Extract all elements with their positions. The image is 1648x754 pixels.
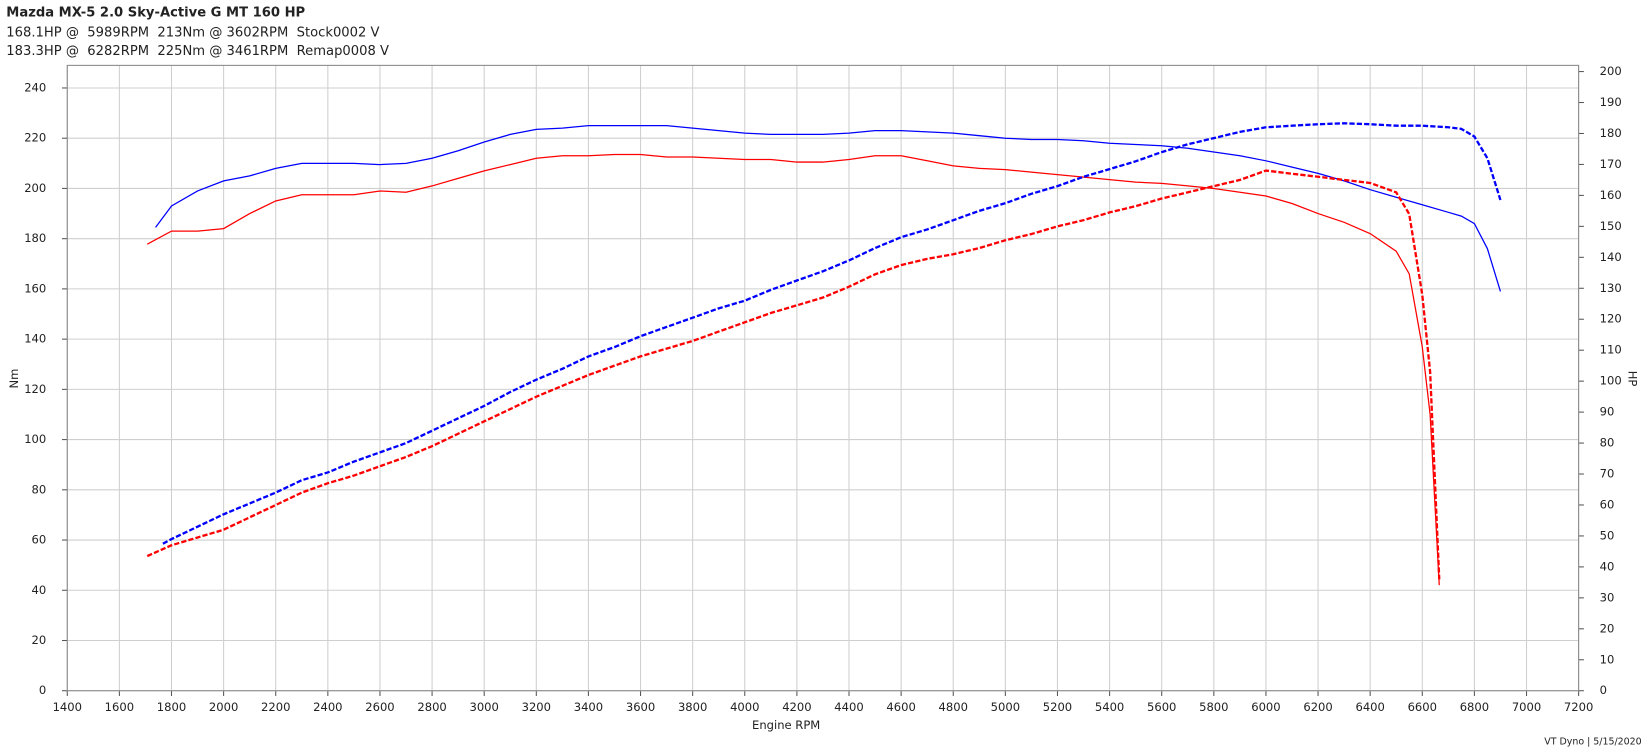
- x-tick-label: 7000: [1512, 700, 1541, 714]
- y2-tick-label: 90: [1600, 405, 1615, 419]
- x-tick-label: 5200: [1043, 700, 1072, 714]
- y-tick-label: 240: [24, 80, 46, 94]
- y2-tick-label: 120: [1600, 312, 1622, 326]
- y2-tick-label: 80: [1600, 436, 1615, 450]
- y-tick-label: 200: [24, 181, 46, 195]
- x-tick-label: 5600: [1147, 700, 1176, 714]
- x-tick-label: 1400: [53, 700, 82, 714]
- y2-tick-label: 10: [1600, 652, 1615, 666]
- x-tick-label: 2400: [313, 700, 342, 714]
- y-tick-label: 80: [32, 482, 47, 496]
- subtitle: 183.3HP @ 6282RPM 225Nm @ 3461RPM Remap0…: [6, 44, 389, 59]
- x-tick-label: 6000: [1251, 700, 1280, 714]
- y2-tick-label: 0: [1600, 683, 1607, 697]
- y2-tick-label: 130: [1600, 281, 1622, 295]
- x-tick-label: 5400: [1095, 700, 1124, 714]
- y2-tick-label: 180: [1600, 126, 1622, 140]
- series-line: [162, 122, 1502, 545]
- y2-tick-label: 100: [1600, 374, 1622, 388]
- y2-tick-label: 160: [1600, 188, 1622, 202]
- y-tick-label: 40: [32, 583, 47, 597]
- y2-tick-label: 170: [1600, 157, 1622, 171]
- x-tick-label: 5000: [991, 700, 1020, 714]
- y2-axis-label: HP: [1626, 371, 1640, 387]
- y2-tick-label: 110: [1600, 343, 1622, 357]
- y2-tick-label: 60: [1600, 497, 1615, 511]
- y-tick-label: 120: [24, 382, 46, 396]
- x-tick-label: 4400: [834, 700, 863, 714]
- y2-tick-label: 200: [1600, 64, 1622, 78]
- y-tick-label: 160: [24, 281, 46, 295]
- x-tick-label: 4200: [782, 700, 811, 714]
- y-axis-label: Nm: [7, 369, 21, 389]
- y2-tick-label: 150: [1600, 219, 1622, 233]
- x-tick-label: 3200: [522, 700, 551, 714]
- y2-tick-label: 40: [1600, 559, 1615, 573]
- y2-tick-label: 70: [1600, 467, 1615, 481]
- x-tick-label: 2600: [365, 700, 394, 714]
- y-tick-label: 220: [24, 131, 46, 145]
- series-line: [146, 153, 1440, 586]
- x-tick-label: 3800: [678, 700, 707, 714]
- x-axis-label: Engine RPM: [752, 718, 820, 732]
- y2-tick-label: 20: [1600, 621, 1615, 635]
- x-tick-label: 1600: [105, 700, 134, 714]
- y-tick-label: 140: [24, 332, 46, 346]
- y2-tick-label: 30: [1600, 590, 1615, 604]
- y-tick-label: 180: [24, 231, 46, 245]
- x-tick-label: 2200: [261, 700, 290, 714]
- x-tick-label: 3400: [574, 700, 603, 714]
- y-tick-label: 20: [32, 633, 47, 647]
- x-tick-label: 4800: [939, 700, 968, 714]
- footer: VT Dyno | 5/15/2020: [1544, 737, 1641, 748]
- plot-frame: [66, 64, 1580, 692]
- x-tick-label: 7200: [1564, 700, 1593, 714]
- series-line: [155, 124, 1502, 292]
- x-tick-label: 3600: [626, 700, 655, 714]
- chart-title: Mazda MX-5 2.0 Sky-Active G MT 160 HP: [6, 5, 305, 20]
- series-line: [146, 169, 1441, 580]
- x-tick-label: 6800: [1460, 700, 1489, 714]
- y2-tick-label: 140: [1600, 250, 1622, 264]
- x-tick-label: 4600: [886, 700, 915, 714]
- x-tick-label: 4000: [730, 700, 759, 714]
- y2-tick-label: 50: [1600, 528, 1615, 542]
- y2-tick-label: 190: [1600, 95, 1622, 109]
- subtitle: 168.1HP @ 5989RPM 213Nm @ 3602RPM Stock0…: [6, 25, 379, 40]
- x-tick-label: 2800: [417, 700, 446, 714]
- y-tick-label: 100: [24, 432, 46, 446]
- x-tick-label: 1800: [157, 700, 186, 714]
- x-tick-label: 3000: [469, 700, 498, 714]
- x-tick-label: 6400: [1355, 700, 1384, 714]
- x-tick-label: 5800: [1199, 700, 1228, 714]
- x-tick-label: 6600: [1408, 700, 1437, 714]
- x-tick-label: 2000: [209, 700, 238, 714]
- y-tick-label: 60: [32, 533, 47, 547]
- x-tick-label: 6200: [1303, 700, 1332, 714]
- y-tick-label: 0: [39, 683, 46, 697]
